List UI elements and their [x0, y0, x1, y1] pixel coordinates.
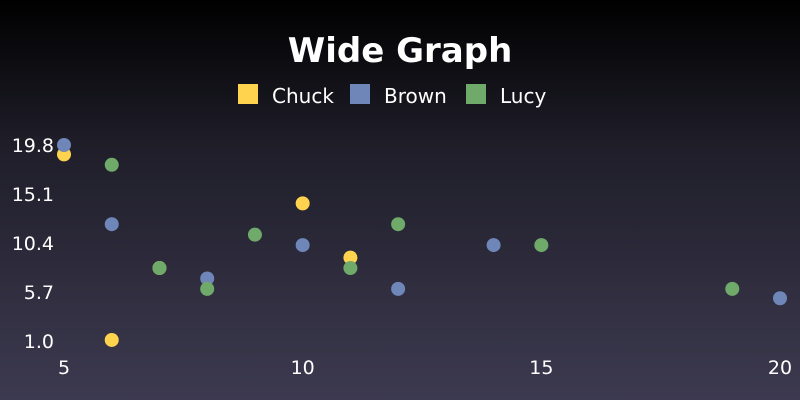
- data-point-brown: [57, 138, 71, 152]
- y-tick-label: 5.7: [24, 282, 54, 304]
- legend-swatch-brown: [350, 84, 370, 104]
- data-point-lucy: [343, 261, 358, 276]
- data-point-brown: [486, 238, 501, 253]
- x-axis-ticks: 5 10 15 20: [58, 357, 792, 379]
- legend-label-chuck: Chuck: [272, 84, 334, 108]
- data-point-lucy: [152, 261, 167, 276]
- data-points: [57, 138, 787, 347]
- data-point-lucy: [200, 281, 215, 296]
- data-point-lucy: [247, 227, 262, 242]
- data-point-lucy: [534, 238, 549, 253]
- data-point-brown: [104, 217, 119, 232]
- x-tick-label: 10: [291, 357, 315, 379]
- data-point-lucy: [104, 157, 119, 172]
- data-point-brown: [391, 281, 406, 296]
- data-point-brown: [773, 291, 787, 306]
- y-tick-label: 15.1: [12, 184, 54, 206]
- x-tick-label: 15: [529, 357, 553, 379]
- data-point-chuck: [343, 250, 358, 265]
- legend-label-lucy: Lucy: [500, 84, 546, 108]
- y-tick-label: 19.8: [12, 135, 54, 157]
- data-point-lucy: [391, 217, 406, 232]
- legend-label-brown: Brown: [384, 84, 447, 108]
- data-point-brown: [200, 271, 215, 286]
- x-tick-label: 20: [768, 357, 792, 379]
- legend-swatch-lucy: [466, 84, 486, 104]
- legend: Chuck Brown Lucy: [238, 84, 546, 108]
- data-point-chuck: [104, 332, 119, 347]
- x-tick-label: 5: [58, 357, 70, 379]
- data-point-lucy: [725, 281, 740, 296]
- data-point-brown: [295, 238, 310, 253]
- y-tick-label: 1.0: [24, 331, 54, 353]
- data-point-chuck: [295, 196, 310, 211]
- legend-swatch-chuck: [238, 84, 258, 104]
- chart-title: Wide Graph: [288, 31, 513, 71]
- y-tick-label: 10.4: [12, 233, 54, 255]
- y-axis-ticks: 1.0 5.7 10.4 15.1 19.8: [12, 135, 54, 353]
